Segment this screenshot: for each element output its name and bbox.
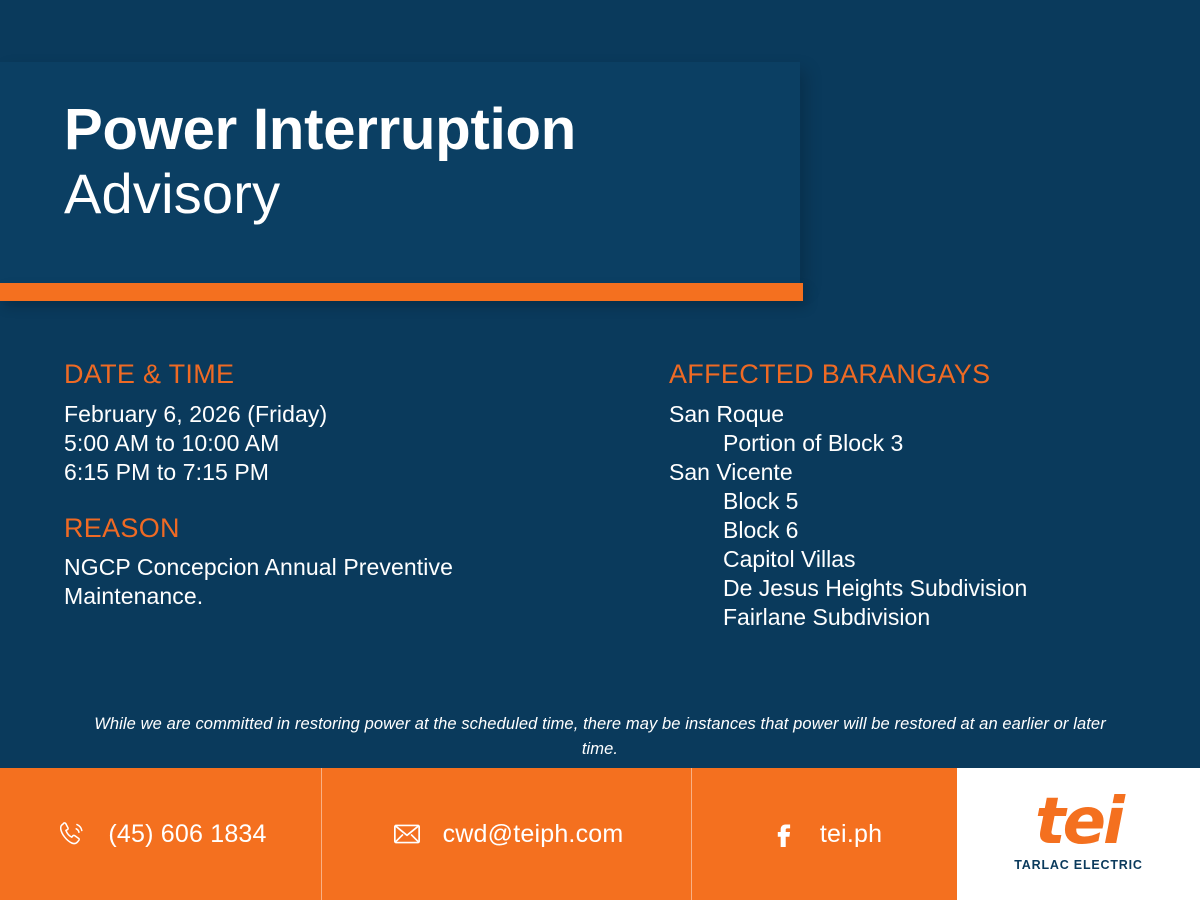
email-item[interactable]: cwd@teiph.com — [389, 816, 624, 852]
barangay-area: Block 5 — [723, 487, 799, 514]
facebook-icon — [777, 824, 790, 848]
barangay-area: De Jesus Heights Subdivision — [723, 574, 1028, 601]
logo-wordmark: tei — [1035, 785, 1125, 860]
footer-email-cell[interactable]: cwd@teiph.com — [321, 768, 691, 900]
time-line-2: 6:15 PM to 7:15 PM — [64, 458, 270, 485]
barangay-area: Fairlane Subdivision — [723, 603, 931, 630]
phone-item[interactable]: (45) 606 1834 — [54, 816, 266, 852]
envelope-icon — [393, 824, 420, 844]
reason-heading: REASON — [64, 512, 180, 543]
social-item[interactable]: tei.ph — [766, 816, 882, 852]
footer-social-cell[interactable]: tei.ph — [691, 768, 957, 900]
header-panel: Power Interruption Advisory — [0, 62, 800, 283]
logo-subtitle: TARLAC ELECTRIC — [1014, 857, 1143, 872]
footer-bar: (45) 606 1834 cwd@teiph.com tei.ph — [0, 768, 1200, 900]
content-area: DATE & TIME February 6, 2026 (Friday) 5:… — [0, 359, 1200, 690]
barangay-area: Capitol Villas — [723, 545, 856, 572]
barangay-name: San Vicente — [669, 458, 793, 485]
company-logo: tei TARLAC ELECTRIC — [957, 768, 1200, 900]
date-line: February 6, 2026 (Friday) — [64, 400, 328, 427]
footer-phone-cell[interactable]: (45) 606 1834 — [0, 768, 321, 900]
column-barangays: AFFECTED BARANGAYS San Roque Portion of … — [669, 359, 1169, 632]
reason-text: NGCP Concepcion Annual Preventive Mainte… — [64, 554, 453, 610]
facebook-handle: tei.ph — [819, 819, 883, 848]
page-subtitle: Advisory — [64, 162, 281, 226]
page-title: Power Interruption — [64, 97, 576, 162]
time-line-1: 5:00 AM to 10:00 AM — [64, 429, 280, 456]
email-address: cwd@teiph.com — [442, 819, 624, 848]
barangay-area: Block 6 — [723, 516, 799, 543]
disclaimer-text: While we are committed in restoring powe… — [94, 715, 1106, 758]
column-schedule: DATE & TIME February 6, 2026 (Friday) 5:… — [64, 359, 624, 611]
date-time-heading: DATE & TIME — [64, 359, 235, 389]
accent-divider-bar — [0, 283, 803, 301]
barangay-name: San Roque — [669, 400, 785, 427]
barangay-area: Portion of Block 3 — [723, 429, 904, 456]
affected-barangays-heading: AFFECTED BARANGAYS — [669, 359, 991, 389]
phone-icon — [60, 822, 83, 845]
title-block: Power Interruption Advisory — [64, 100, 784, 226]
phone-number: (45) 606 1834 — [108, 819, 267, 848]
